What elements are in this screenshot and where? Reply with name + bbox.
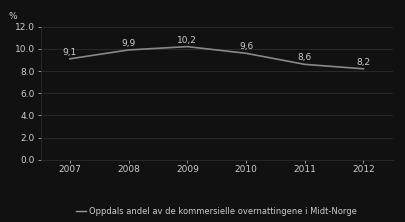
Text: 10,2: 10,2 bbox=[177, 36, 197, 45]
Text: 9,9: 9,9 bbox=[122, 39, 136, 48]
Text: 9,1: 9,1 bbox=[63, 48, 77, 57]
Text: %: % bbox=[9, 12, 17, 21]
Text: 9,6: 9,6 bbox=[239, 42, 253, 52]
Legend: Oppdals andel av de kommersielle overnattingene i Midt-Norge: Oppdals andel av de kommersielle overnat… bbox=[73, 204, 360, 220]
Text: 8,2: 8,2 bbox=[356, 58, 371, 67]
Text: 8,6: 8,6 bbox=[298, 54, 312, 63]
